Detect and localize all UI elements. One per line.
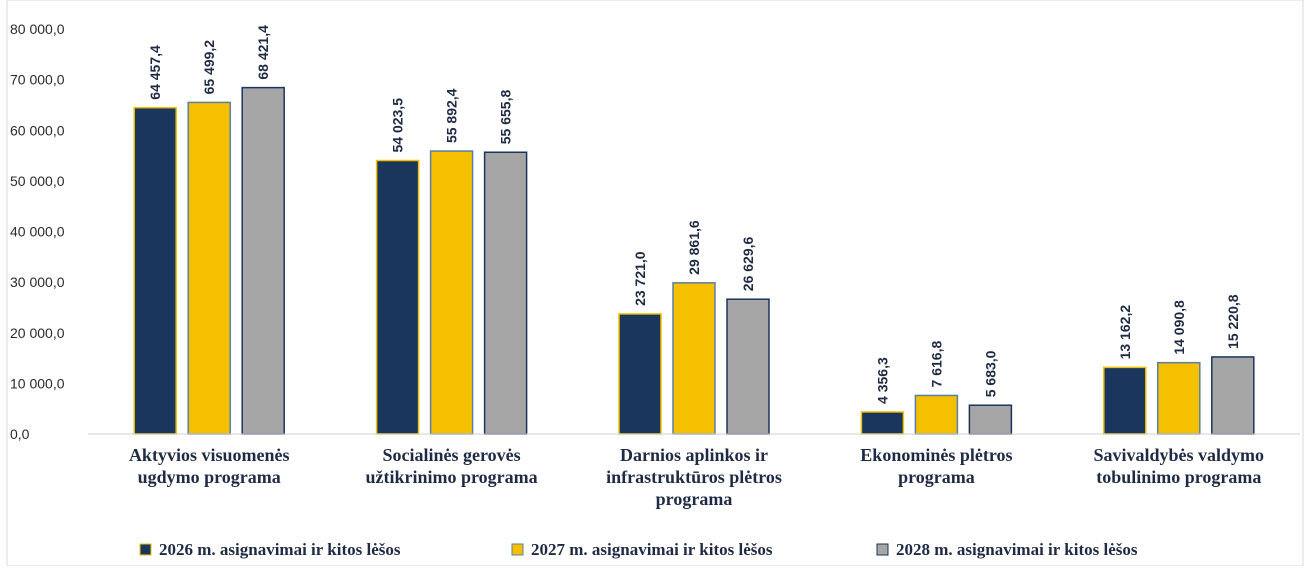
bar <box>914 394 959 435</box>
y-tick-label: 50 000,0 <box>10 173 65 189</box>
category-label: Darnios aplinkos ir <box>620 445 768 465</box>
data-label: 15 220,8 <box>1225 294 1241 349</box>
legend-swatch <box>139 543 152 556</box>
legend-swatch <box>876 543 889 556</box>
bar <box>860 411 905 435</box>
legend-label: 2028 m. asignavimai ir kitos lėšos <box>896 540 1138 559</box>
data-label: 65 499,2 <box>201 40 217 95</box>
bar <box>1157 361 1201 435</box>
data-label: 7 616,8 <box>928 341 944 388</box>
category-label: Socialinės gerovės <box>383 445 521 465</box>
bar <box>968 404 1013 435</box>
category-label: ugdymo programa <box>138 467 281 487</box>
category-label: užtikrinimo programa <box>366 467 538 487</box>
data-label: 55 892,4 <box>444 88 460 143</box>
data-label: 23 721,0 <box>632 251 648 306</box>
bar <box>483 151 528 435</box>
y-tick-label: 70 000,0 <box>10 72 65 88</box>
bar <box>1211 356 1255 435</box>
data-label: 13 162,2 <box>1117 305 1133 360</box>
y-tick-label: 10 000,0 <box>10 375 65 391</box>
legend: 2026 m. asignavimai ir kitos lėšos 2027 m… <box>139 540 1138 559</box>
legend-swatch <box>511 543 524 556</box>
category-label: programa <box>656 489 733 509</box>
bar <box>672 282 716 435</box>
y-tick-label: 40 000,0 <box>10 224 65 240</box>
y-tick-label: 80 000,0 <box>10 21 65 37</box>
bar <box>375 159 420 435</box>
y-axis: 0,0 10 000,0 20 000,0 30 000,0 40 000,0 50 00… <box>10 21 65 442</box>
bar <box>726 298 770 435</box>
bar <box>187 101 231 435</box>
data-label: 68 421,4 <box>255 25 271 80</box>
category-label: programa <box>898 467 975 487</box>
bar <box>1103 366 1147 435</box>
data-label: 14 090,8 <box>1171 300 1187 355</box>
y-tick-label: 0,0 <box>10 426 30 442</box>
data-labels-group: 64 457,4 65 499,2 68 421,4 54 023,5 55 892,4… <box>147 25 1241 404</box>
data-label: 5 683,0 <box>982 350 998 397</box>
category-label: tobulinimo programa <box>1096 467 1261 487</box>
data-label: 29 861,6 <box>686 220 702 275</box>
data-label: 54 023,5 <box>390 98 406 153</box>
category-label: Savivaldybės valdymo <box>1094 445 1265 465</box>
y-tick-label: 20 000,0 <box>10 325 65 341</box>
bar <box>133 106 177 435</box>
y-tick-label: 60 000,0 <box>10 122 65 138</box>
category-label: Aktyvios visuomenės <box>129 445 290 465</box>
data-label: 4 356,3 <box>874 357 890 404</box>
legend-label: 2026 m. asignavimai ir kitos lėšos <box>159 540 401 559</box>
bar <box>241 86 285 435</box>
data-label: 26 629,6 <box>740 236 756 291</box>
bar <box>618 313 662 435</box>
y-tick-label: 30 000,0 <box>10 274 65 290</box>
data-label: 64 457,4 <box>147 45 163 100</box>
bar <box>429 150 474 435</box>
legend-label: 2027 m. asignavimai ir kitos lėšos <box>531 540 773 559</box>
category-label: Ekonominės plėtros <box>860 445 1012 465</box>
category-label: infrastruktūros plėtros <box>606 467 782 487</box>
data-label: 55 655,8 <box>498 90 514 145</box>
